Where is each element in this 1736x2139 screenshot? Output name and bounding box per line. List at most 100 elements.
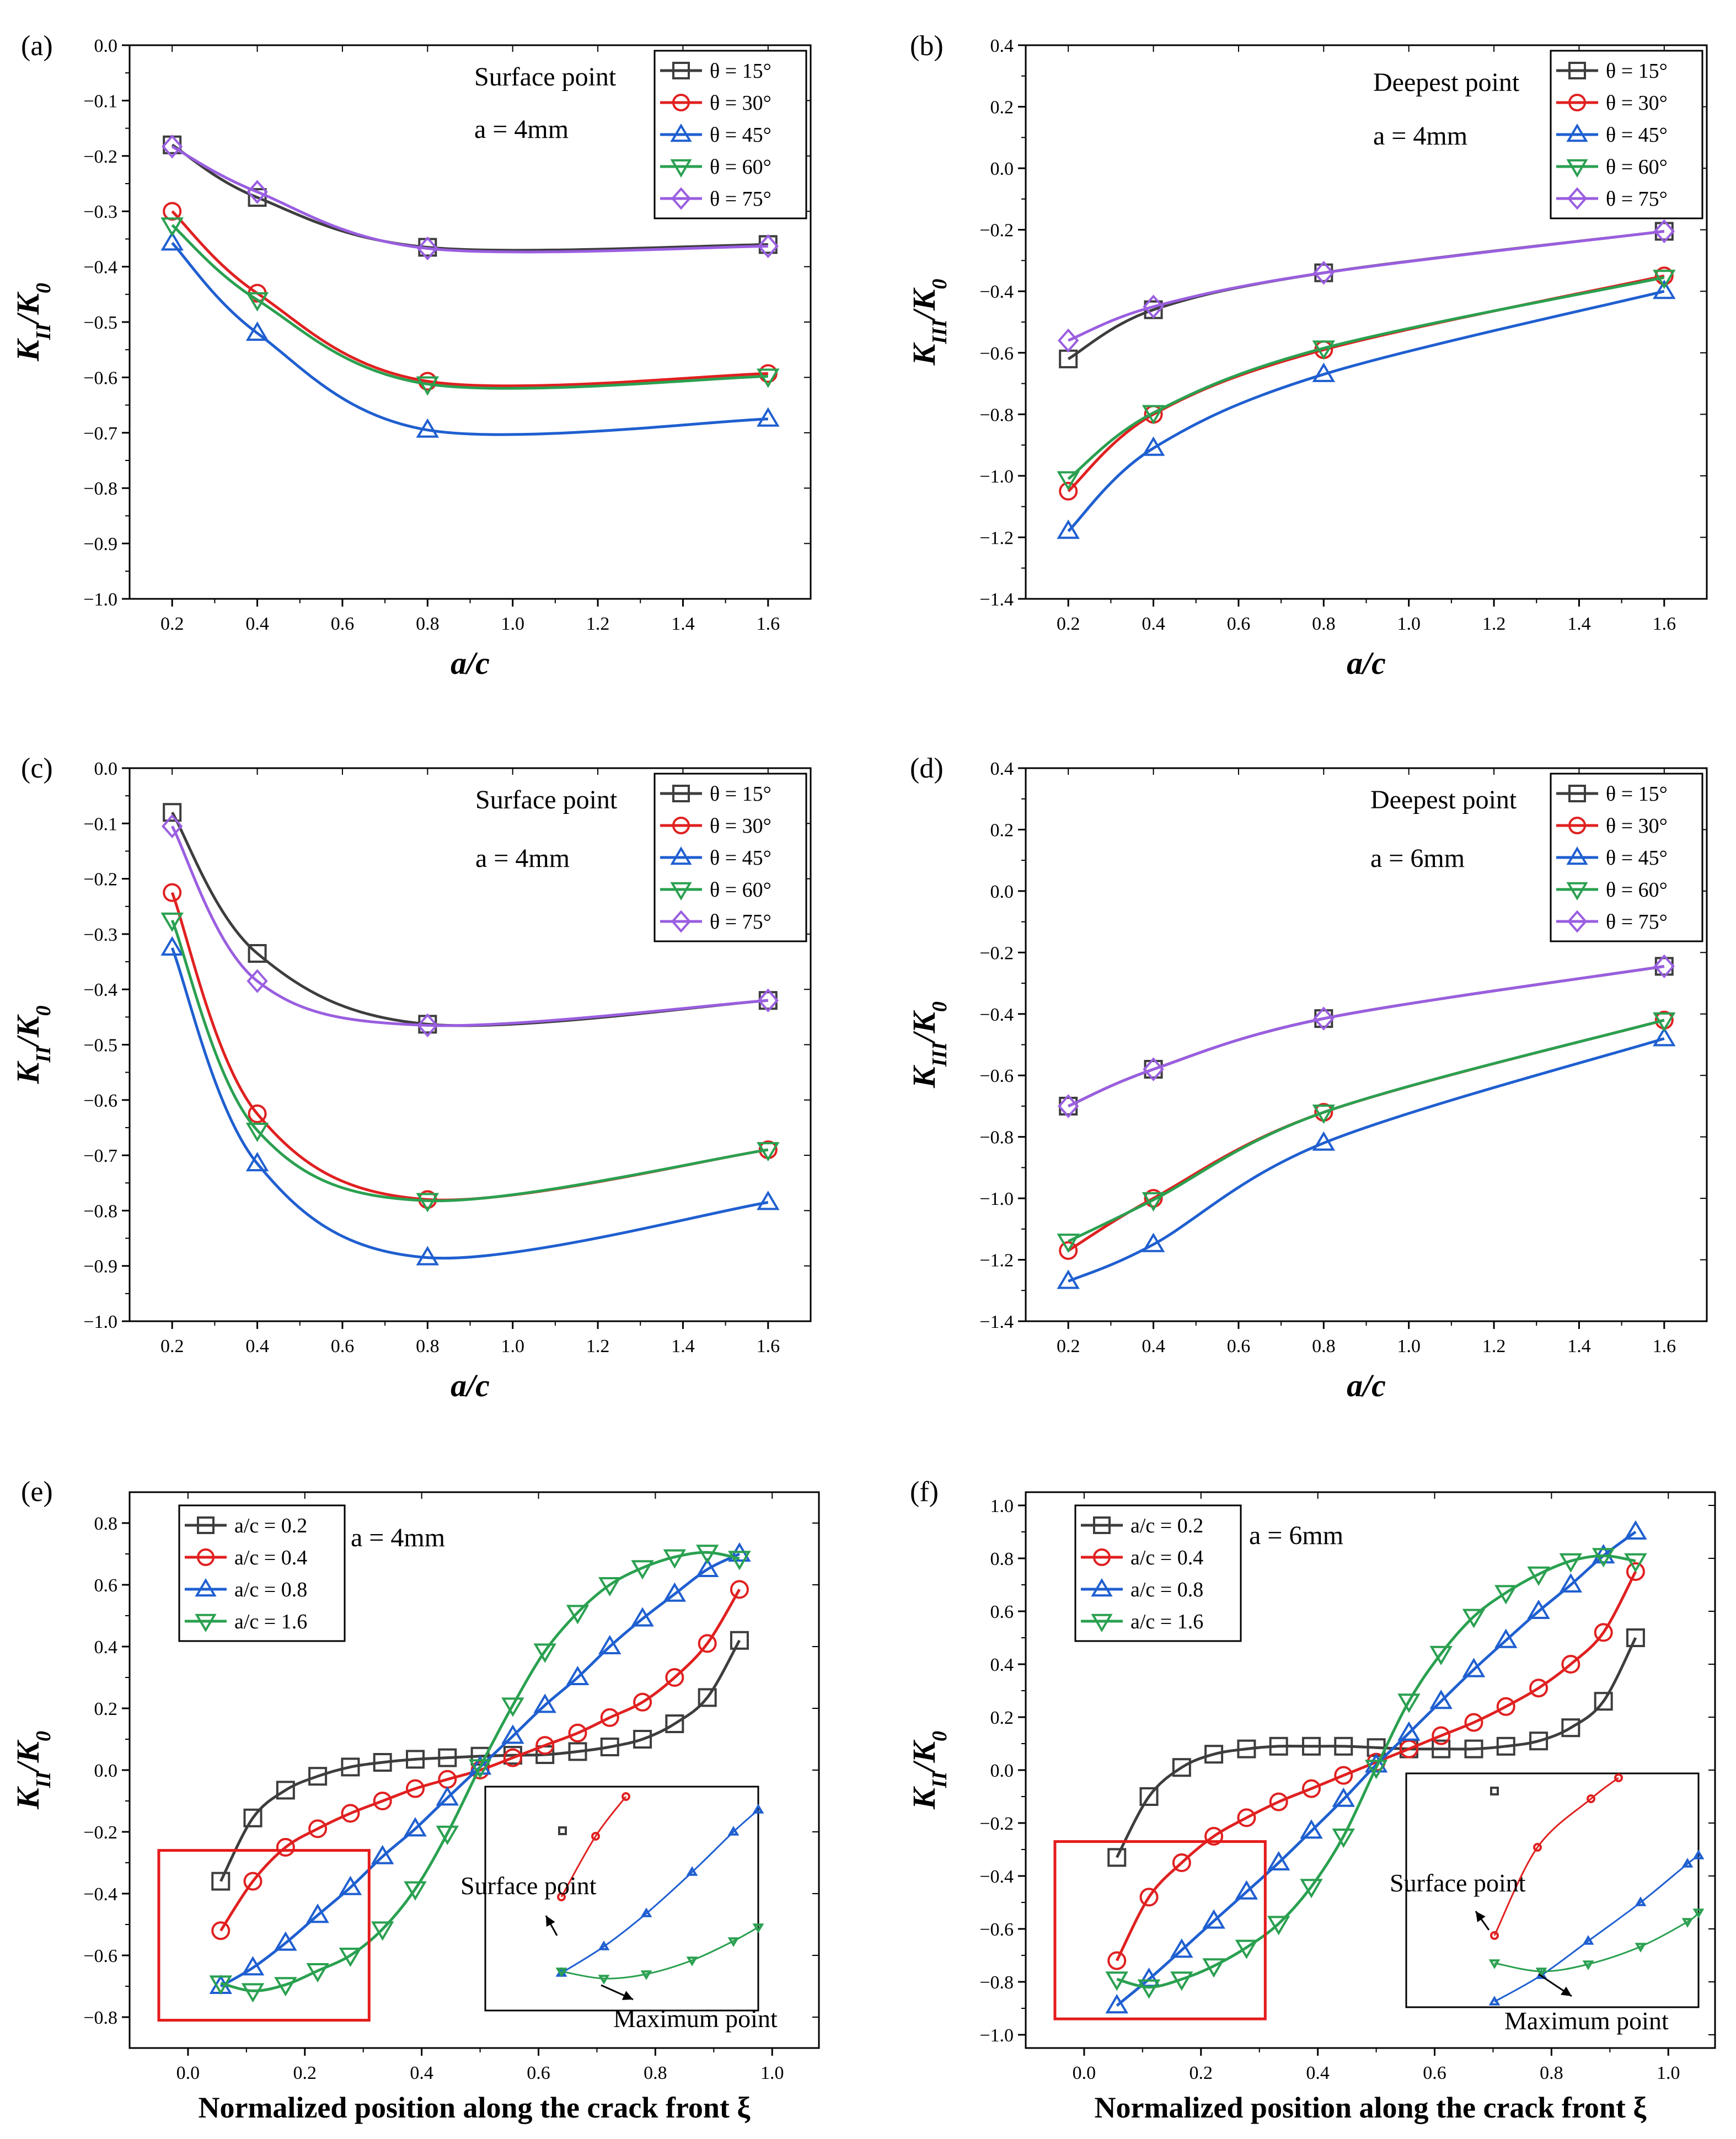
inset-frame	[484, 1786, 759, 2012]
y-tick-label: −1.2	[979, 1251, 1014, 1271]
x-tick-label: 0.6	[1423, 2063, 1446, 2083]
x-tick-label: 1.6	[1653, 614, 1676, 634]
x-tick-label: 0.6	[527, 2063, 550, 2083]
inset-point	[752, 1804, 764, 1814]
data-point	[1313, 260, 1335, 285]
legend-frame	[1074, 1504, 1242, 1642]
y-tick-label: −0.4	[979, 1867, 1014, 1887]
annotation: a = 6mm	[1249, 1521, 1343, 1550]
arrow-head	[546, 1916, 555, 1927]
data-point	[160, 936, 184, 956]
data-point	[243, 1872, 262, 1891]
y-tick-label: −1.0	[83, 589, 117, 610]
y-tick-label: −0.4	[83, 258, 117, 278]
y-axis-label-main: K	[10, 1786, 46, 1810]
x-tick-label: 0.6	[1227, 614, 1251, 634]
legend-label: θ = 45°	[1606, 846, 1668, 870]
y-tick-label: −0.2	[83, 1822, 117, 1843]
data-point	[1057, 1234, 1080, 1253]
panel-c: (c) 0.2 0.4 0.6 0.8 1.0 1.2 1.4 1.6 −1.0 −0.9 −0.8 −…	[10, 753, 812, 1403]
x-tick-label: 1.4	[1567, 1336, 1591, 1357]
inset-point	[598, 1975, 610, 1985]
legend-label: a/c = 0.8	[1130, 1578, 1203, 1601]
legend-label: θ = 75°	[1606, 187, 1668, 211]
y-tick-label: −0.4	[83, 1884, 117, 1905]
inset-point	[1681, 1918, 1694, 1928]
data-point	[1058, 328, 1079, 353]
legend-label: θ = 30°	[710, 814, 771, 838]
data-point	[1334, 1766, 1353, 1785]
legend-frame	[178, 1504, 346, 1642]
data-point	[1107, 1951, 1127, 1970]
legend-marker	[195, 1613, 217, 1633]
data-point	[416, 1193, 440, 1213]
inset-maximum-label: Maximum point	[613, 2004, 778, 2033]
legend-marker	[1567, 187, 1588, 210]
y-tick-label: −0.5	[83, 1036, 117, 1056]
data-point	[373, 1792, 392, 1810]
series-line	[172, 145, 768, 254]
data-point	[416, 1246, 440, 1266]
data-point	[1172, 1853, 1191, 1872]
series-line	[1116, 1554, 1636, 1989]
x-tick-label: 0.4	[245, 1336, 269, 1357]
data-point	[1237, 1739, 1256, 1759]
data-point	[243, 1808, 262, 1827]
data-point	[1653, 1012, 1676, 1032]
y-axis-label: KIII/K0	[906, 1001, 951, 1089]
data-point	[1139, 1787, 1159, 1806]
y-axis-label-den-sub: 0	[32, 1731, 55, 1741]
inset-point	[621, 1792, 630, 1801]
inset-point	[1635, 1943, 1647, 1953]
y-tick-label: −0.8	[979, 1128, 1014, 1148]
inset-surface-label: Surface point	[460, 1872, 597, 1900]
inset-point	[752, 1923, 764, 1933]
data-point	[1312, 340, 1336, 360]
legend-label: θ = 30°	[1606, 814, 1668, 838]
inset-point	[555, 1968, 567, 1977]
y-tick-label: −0.9	[83, 1257, 117, 1277]
data-point	[1432, 1726, 1451, 1745]
data-point	[1204, 1745, 1224, 1764]
legend-marker	[1567, 910, 1588, 933]
data-point	[245, 321, 269, 341]
data-point	[1397, 1693, 1421, 1713]
legend-marker	[672, 817, 690, 834]
inset-line	[560, 1796, 627, 1897]
data-point	[1300, 1819, 1323, 1839]
data-point	[1105, 1994, 1129, 2014]
y-axis-label-den: /K	[906, 287, 942, 321]
data-point	[1592, 1548, 1615, 1568]
data-point	[1464, 1713, 1483, 1732]
x-tick-label: 0.4	[245, 614, 269, 634]
data-point	[1137, 1979, 1161, 1999]
arrow-head	[621, 1991, 633, 2000]
data-point	[695, 1557, 719, 1577]
x-tick-label: 0.6	[331, 614, 355, 634]
y-tick-label: −0.9	[83, 534, 117, 555]
x-tick-label: 0.0	[176, 2063, 200, 2083]
legend-label: a/c = 0.8	[234, 1578, 307, 1601]
legend: θ = 15° θ = 30° θ = 45° θ = 60° θ = 75°	[653, 50, 807, 219]
y-axis-label-den-sub: 0	[32, 283, 55, 293]
data-point	[633, 1730, 652, 1749]
data-point	[1302, 1736, 1321, 1756]
y-axis-label-sub: II	[32, 323, 55, 341]
data-point	[416, 376, 440, 396]
y-tick-label: −0.7	[83, 423, 117, 444]
x-axis-label: Normalized position along the crack fron…	[1094, 2091, 1647, 2124]
data-point	[1559, 1553, 1583, 1573]
legend-label: θ = 60°	[710, 156, 771, 179]
legend-marker	[670, 846, 692, 865]
x-tick-label: 1.0	[501, 614, 524, 634]
x-tick-label: 0.2	[1057, 614, 1080, 634]
series-line	[170, 919, 769, 1203]
inset-point	[1681, 1858, 1694, 1868]
inset-point	[640, 1970, 652, 1980]
y-tick-label: −0.2	[979, 1814, 1014, 1834]
data-point	[211, 1921, 231, 1940]
data-point	[600, 1708, 619, 1727]
data-point	[1057, 519, 1080, 539]
y-axis-label-den: /K	[906, 1740, 942, 1774]
